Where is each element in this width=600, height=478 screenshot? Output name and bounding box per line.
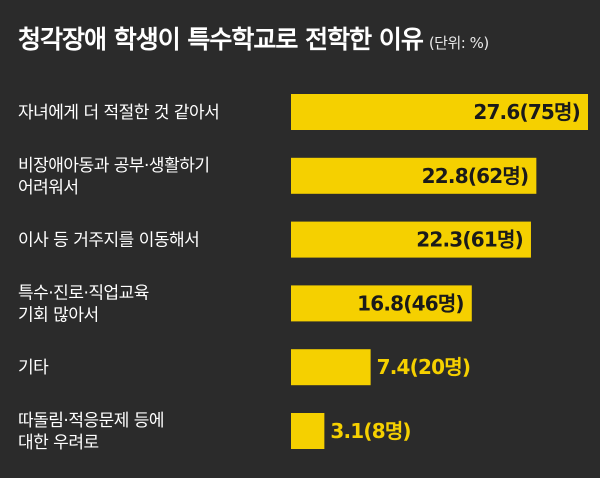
category-label: 특수·진로·직업교육 기회 많아서 bbox=[18, 283, 149, 325]
bar bbox=[291, 413, 325, 449]
unit-label: (단위: %) bbox=[428, 34, 489, 52]
bar bbox=[291, 157, 537, 194]
category-label: 기타 bbox=[18, 358, 49, 378]
value-label: 7.4(20명) bbox=[377, 355, 471, 379]
title-row: 청각장애 학생이 특수학교로 전학한 이유 (단위: %) bbox=[18, 20, 590, 64]
value-label: 22.8(62명) bbox=[422, 164, 529, 188]
category-label: 이사 등 거주지를 이동해서 bbox=[18, 231, 199, 251]
bar bbox=[291, 349, 371, 386]
chart-title: 청각장애 학생이 특수학교로 전학한 이유 bbox=[18, 25, 424, 54]
value-label: 3.1(8명) bbox=[330, 419, 410, 443]
value-label: 16.8(46명) bbox=[357, 291, 464, 315]
value-label: 27.6(75명) bbox=[473, 100, 580, 124]
bar bbox=[291, 94, 588, 130]
category-label: 자녀에게 더 적절한 것 같아서 bbox=[18, 103, 219, 123]
category-label: 비장애아동과 공부·생활하기 어려워서 bbox=[18, 156, 210, 198]
category-label: 따돌림·적응문제 등에 대한 우려로 bbox=[18, 411, 164, 453]
value-label: 22.3(61명) bbox=[416, 228, 523, 252]
bar bbox=[291, 221, 531, 258]
bar bbox=[291, 285, 472, 322]
